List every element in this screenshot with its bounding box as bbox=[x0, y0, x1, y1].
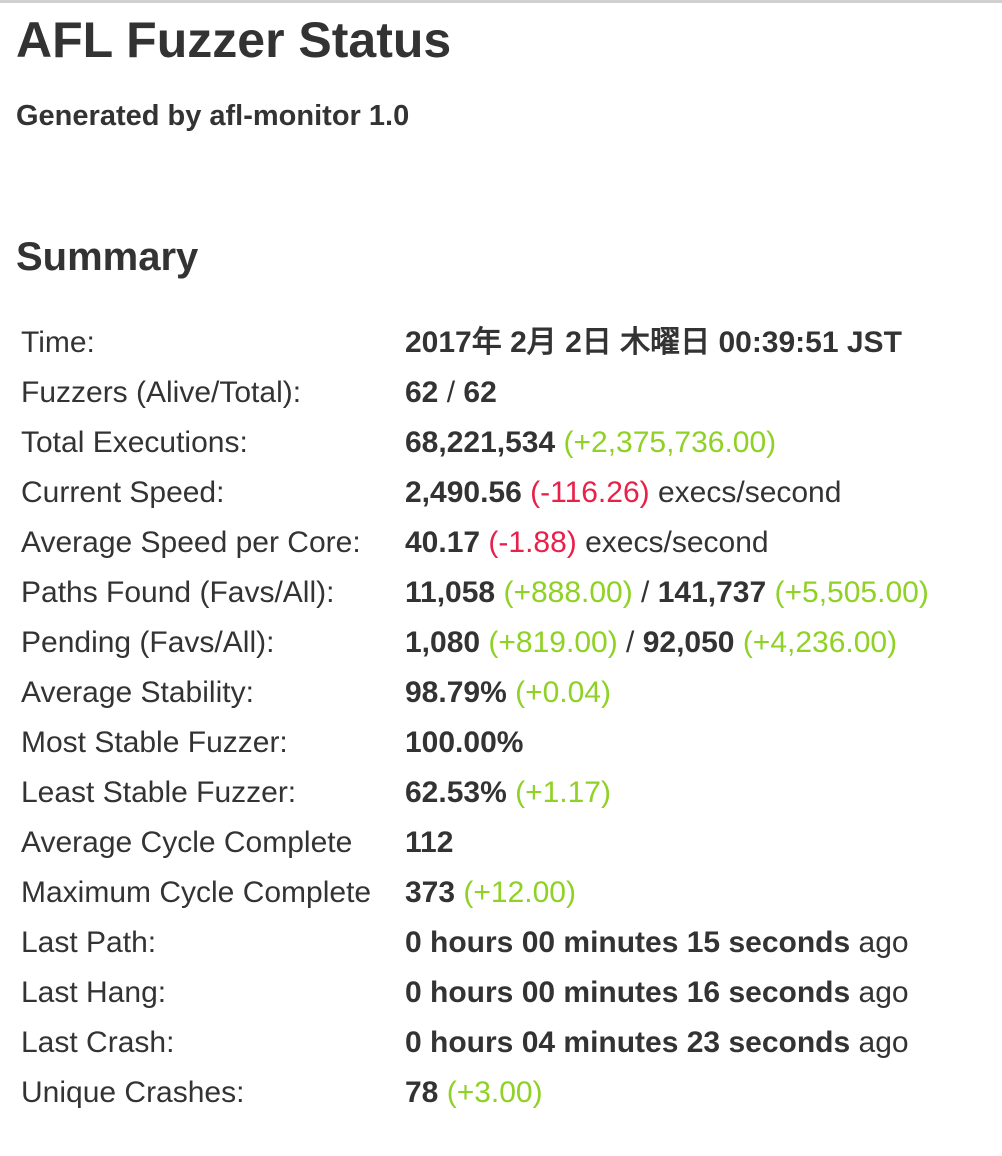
row-pending: Pending (Favs/All): 1,080 (+819.00) / 92… bbox=[18, 618, 929, 668]
last-crash-label: Last Crash: bbox=[21, 1026, 175, 1059]
fuzzers-value-cell: 62 / 62 bbox=[405, 368, 929, 418]
summary-heading: Summary bbox=[16, 235, 199, 279]
unique-crashes-value: 78 bbox=[405, 1076, 439, 1109]
pending-favs-delta: (+819.00) bbox=[488, 626, 618, 659]
avg-speed-core-unit: execs/second bbox=[585, 526, 769, 559]
max-cycle-delta: (+12.00) bbox=[463, 876, 576, 909]
avg-speed-core-value-cell: 40.17 (-1.88) execs/second bbox=[405, 518, 929, 568]
row-fuzzers: Fuzzers (Alive/Total): 62 / 62 bbox=[18, 368, 929, 418]
unique-crashes-value-cell: 78 (+3.00) bbox=[405, 1068, 929, 1118]
fuzzers-total: 62 bbox=[463, 376, 497, 409]
last-path-label: Last Path: bbox=[21, 926, 157, 959]
last-path-value-cell: 0 hours 00 minutes 15 seconds ago bbox=[405, 918, 929, 968]
paths-found-separator: / bbox=[632, 576, 658, 609]
avg-stability-value-cell: 98.79% (+0.04) bbox=[405, 668, 929, 718]
paths-found-favs: 11,058 bbox=[405, 576, 496, 609]
unique-crashes-label: Unique Crashes: bbox=[21, 1076, 245, 1109]
pending-label: Pending (Favs/All): bbox=[21, 626, 275, 659]
current-speed-delta: (-116.26) bbox=[530, 476, 650, 509]
last-hang-label: Last Hang: bbox=[21, 976, 167, 1009]
pending-value-cell: 1,080 (+819.00) / 92,050 (+4,236.00) bbox=[405, 618, 929, 668]
paths-found-all: 141,737 bbox=[657, 576, 767, 609]
current-speed-value-cell: 2,490.56 (-116.26) execs/second bbox=[405, 468, 929, 518]
row-last-crash: Last Crash: 0 hours 04 minutes 23 second… bbox=[18, 1018, 929, 1068]
row-unique-crashes: Unique Crashes: 78 (+3.00) bbox=[18, 1068, 929, 1118]
pending-all-delta: (+4,236.00) bbox=[742, 626, 898, 659]
avg-stability-delta: (+0.04) bbox=[515, 676, 611, 709]
avg-speed-core-value: 40.17 bbox=[405, 526, 481, 559]
last-crash-suffix: ago bbox=[858, 1026, 909, 1059]
last-hang-suffix: ago bbox=[858, 976, 909, 1009]
row-current-speed: Current Speed: 2,490.56 (-116.26) execs/… bbox=[18, 468, 929, 518]
row-avg-cycle: Average Cycle Complete 112 bbox=[18, 818, 929, 868]
time-label: Time: bbox=[21, 326, 95, 359]
row-least-stable: Least Stable Fuzzer: 62.53% (+1.17) bbox=[18, 768, 929, 818]
total-executions-label: Total Executions: bbox=[21, 426, 248, 459]
max-cycle-label: Maximum Cycle Complete bbox=[21, 876, 372, 909]
current-speed-value: 2,490.56 bbox=[405, 476, 522, 509]
row-total-executions: Total Executions: 68,221,534 (+2,375,736… bbox=[18, 418, 929, 468]
last-crash-value-cell: 0 hours 04 minutes 23 seconds ago bbox=[405, 1018, 929, 1068]
least-stable-delta: (+1.17) bbox=[515, 776, 611, 809]
last-hang-value: 0 hours 00 minutes 16 seconds bbox=[405, 976, 851, 1009]
pending-all: 92,050 bbox=[642, 626, 735, 659]
most-stable-value-cell: 100.00% bbox=[405, 718, 929, 768]
last-path-value: 0 hours 00 minutes 15 seconds bbox=[405, 926, 851, 959]
last-path-suffix: ago bbox=[858, 926, 909, 959]
total-executions-value: 68,221,534 bbox=[405, 426, 556, 459]
row-max-cycle: Maximum Cycle Complete 373 (+12.00) bbox=[18, 868, 929, 918]
time-value-cell: 2017年 2月 2日 木曜日 00:39:51 JST bbox=[405, 318, 929, 368]
avg-stability-label: Average Stability: bbox=[21, 676, 254, 709]
row-last-path: Last Path: 0 hours 00 minutes 15 seconds… bbox=[18, 918, 929, 968]
paths-found-all-delta: (+5,505.00) bbox=[774, 576, 929, 609]
avg-speed-core-delta: (-1.88) bbox=[488, 526, 577, 559]
max-cycle-value: 373 bbox=[405, 876, 456, 909]
most-stable-value: 100.00% bbox=[405, 726, 524, 759]
row-paths-found: Paths Found (Favs/All): 11,058 (+888.00)… bbox=[18, 568, 929, 618]
avg-cycle-label: Average Cycle Complete bbox=[21, 826, 353, 859]
avg-speed-core-label: Average Speed per Core: bbox=[21, 526, 361, 559]
row-last-hang: Last Hang: 0 hours 00 minutes 16 seconds… bbox=[18, 968, 929, 1018]
top-border bbox=[0, 0, 1002, 3]
paths-found-value-cell: 11,058 (+888.00) / 141,737 (+5,505.00) bbox=[405, 568, 929, 618]
paths-found-favs-delta: (+888.00) bbox=[503, 576, 633, 609]
least-stable-value: 62.53% bbox=[405, 776, 507, 809]
least-stable-label: Least Stable Fuzzer: bbox=[21, 776, 297, 809]
page-title: AFL Fuzzer Status bbox=[16, 12, 452, 68]
row-avg-speed-core: Average Speed per Core: 40.17 (-1.88) ex… bbox=[18, 518, 929, 568]
current-speed-unit: execs/second bbox=[657, 476, 842, 509]
least-stable-value-cell: 62.53% (+1.17) bbox=[405, 768, 929, 818]
current-speed-label: Current Speed: bbox=[21, 476, 225, 509]
total-executions-delta: (+2,375,736.00) bbox=[563, 426, 777, 459]
unique-crashes-delta: (+3.00) bbox=[446, 1076, 543, 1109]
pending-separator: / bbox=[617, 626, 643, 659]
last-hang-value-cell: 0 hours 00 minutes 16 seconds ago bbox=[405, 968, 929, 1018]
fuzzers-separator: / bbox=[438, 376, 464, 409]
avg-cycle-value-cell: 112 bbox=[405, 818, 929, 868]
generator-subtitle: Generated by afl-monitor 1.0 bbox=[16, 100, 410, 132]
time-value: 2017年 2月 2日 木曜日 00:39:51 JST bbox=[405, 326, 902, 359]
pending-favs: 1,080 bbox=[405, 626, 481, 659]
last-crash-value: 0 hours 04 minutes 23 seconds bbox=[405, 1026, 851, 1059]
row-avg-stability: Average Stability: 98.79% (+0.04) bbox=[18, 668, 929, 718]
avg-stability-value: 98.79% bbox=[405, 676, 507, 709]
max-cycle-value-cell: 373 (+12.00) bbox=[405, 868, 929, 918]
paths-found-label: Paths Found (Favs/All): bbox=[21, 576, 335, 609]
fuzzers-alive: 62 bbox=[405, 376, 439, 409]
row-time: Time: 2017年 2月 2日 木曜日 00:39:51 JST bbox=[18, 318, 929, 368]
fuzzers-label: Fuzzers (Alive/Total): bbox=[21, 376, 302, 409]
most-stable-label: Most Stable Fuzzer: bbox=[21, 726, 288, 759]
row-most-stable: Most Stable Fuzzer: 100.00% bbox=[18, 718, 929, 768]
summary-table: Time: 2017年 2月 2日 木曜日 00:39:51 JST Fuzze… bbox=[18, 318, 929, 1118]
total-executions-value-cell: 68,221,534 (+2,375,736.00) bbox=[405, 418, 929, 468]
avg-cycle-value: 112 bbox=[405, 826, 454, 859]
